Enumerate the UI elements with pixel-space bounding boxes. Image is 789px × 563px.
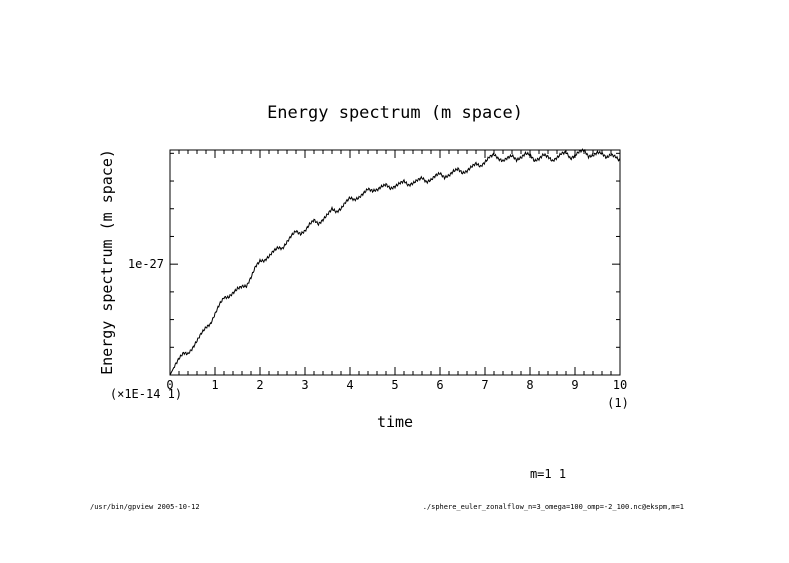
footer-left: /usr/bin/gpview 2005-10-12 [90,503,200,511]
x-tick-label: 10 [613,378,627,392]
x-tick-label: 3 [301,378,308,392]
chart-title: Energy spectrum (m space) [267,103,523,123]
x-tick-label: 7 [481,378,488,392]
x-multiplier-label: (1) [607,396,629,410]
y-axis-label: Energy spectrum (m space) [98,149,116,375]
x-tick-label: 4 [346,378,353,392]
x-tick-label: 2 [256,378,263,392]
x-tick-label: 8 [526,378,533,392]
series-line-m1 [169,148,621,376]
y-multiplier-label: (×1E-14 1) [110,387,182,401]
x-tick-label: 1 [211,378,218,392]
x-tick-label: 9 [571,378,578,392]
plot-frame [169,149,621,376]
x-tick-label: 5 [391,378,398,392]
y-axis: 1e-27 [128,152,620,348]
y-tick-label: 1e-27 [128,257,164,271]
legend-text: m=1 1 [530,467,566,481]
x-axis: 0 1 2 3 4 5 6 7 8 9 10 [166,150,627,392]
footer-right: ./sphere_euler_zonalflow_n=3_omega=100_o… [423,503,684,511]
x-tick-label: 6 [436,378,443,392]
x-axis-label: time [377,413,413,431]
x-tick-label: 0 [166,378,173,392]
